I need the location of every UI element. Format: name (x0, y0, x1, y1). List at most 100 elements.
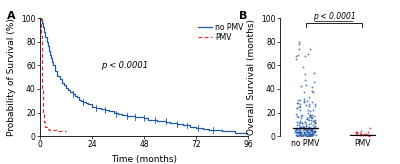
Point (311, 119, 317, 122)
Point (358, 133, 364, 136)
Point (312, 122, 318, 124)
Point (310, 114, 317, 117)
Point (305, 133, 311, 136)
Point (299, 122, 305, 124)
Text: p < 0.0001: p < 0.0001 (101, 61, 148, 70)
Point (297, 132, 304, 135)
Text: p < 0.0001: p < 0.0001 (313, 12, 355, 21)
Point (301, 128, 307, 131)
Point (295, 116, 302, 119)
Point (295, 131, 302, 133)
Legend: no PMV, PMV: no PMV, PMV (198, 22, 244, 43)
Point (294, 107, 300, 109)
Point (365, 131, 371, 134)
Point (302, 133, 308, 135)
Point (295, 128, 301, 131)
Point (308, 113, 315, 116)
Point (307, 109, 313, 112)
Point (301, 98, 308, 101)
Point (305, 128, 311, 130)
Point (303, 130, 310, 133)
Point (309, 116, 315, 119)
Point (311, 131, 317, 133)
Point (294, 102, 300, 104)
Point (309, 90, 315, 92)
Point (301, 101, 307, 103)
Point (296, 128, 303, 131)
Point (357, 132, 363, 135)
Point (300, 131, 307, 133)
Point (298, 132, 305, 135)
Point (302, 103, 309, 106)
Point (306, 127, 313, 130)
Point (296, 119, 303, 122)
Point (304, 134, 310, 137)
Point (309, 133, 316, 136)
Point (312, 119, 318, 121)
Point (309, 109, 316, 111)
Point (304, 117, 310, 119)
Y-axis label: Overall Survival (months): Overall Survival (months) (247, 19, 256, 135)
Point (298, 113, 305, 116)
Point (304, 127, 310, 130)
Point (309, 130, 315, 132)
Point (305, 105, 312, 107)
Point (311, 103, 318, 105)
Point (306, 116, 312, 118)
Point (301, 99, 308, 102)
Point (305, 109, 312, 112)
Point (300, 134, 306, 136)
Point (309, 127, 315, 130)
Point (305, 134, 312, 137)
Point (353, 131, 360, 133)
Point (362, 134, 368, 136)
Point (293, 112, 299, 115)
Point (297, 134, 304, 137)
X-axis label: Time (months): Time (months) (111, 155, 177, 164)
Point (354, 134, 360, 137)
Point (297, 127, 303, 130)
Point (354, 131, 360, 134)
Point (306, 134, 313, 137)
Point (312, 122, 318, 124)
Point (302, 129, 309, 131)
Point (306, 134, 312, 137)
Point (294, 131, 300, 134)
Point (296, 129, 303, 131)
Point (311, 81, 317, 83)
Point (300, 129, 307, 131)
Point (308, 129, 314, 132)
Point (297, 131, 304, 134)
Point (366, 134, 372, 137)
Text: A: A (7, 11, 15, 21)
Point (298, 134, 304, 136)
Point (302, 121, 308, 124)
Point (293, 55, 299, 57)
Point (306, 133, 313, 136)
Point (309, 133, 315, 135)
Point (296, 104, 302, 107)
Point (305, 52, 311, 55)
Point (311, 127, 318, 130)
Point (293, 131, 300, 133)
Point (311, 133, 318, 135)
Point (362, 132, 369, 135)
Point (294, 127, 300, 130)
Point (306, 132, 313, 134)
Point (297, 121, 303, 123)
Point (301, 131, 308, 133)
Point (302, 72, 308, 75)
Point (300, 66, 306, 68)
Point (297, 109, 303, 111)
Point (295, 123, 302, 126)
Point (311, 105, 318, 107)
Point (298, 125, 304, 128)
Point (305, 129, 311, 131)
Point (307, 135, 313, 137)
Point (294, 131, 301, 133)
Point (296, 43, 302, 46)
Point (296, 132, 303, 134)
Point (296, 41, 302, 43)
Point (303, 125, 310, 127)
Point (307, 113, 314, 116)
